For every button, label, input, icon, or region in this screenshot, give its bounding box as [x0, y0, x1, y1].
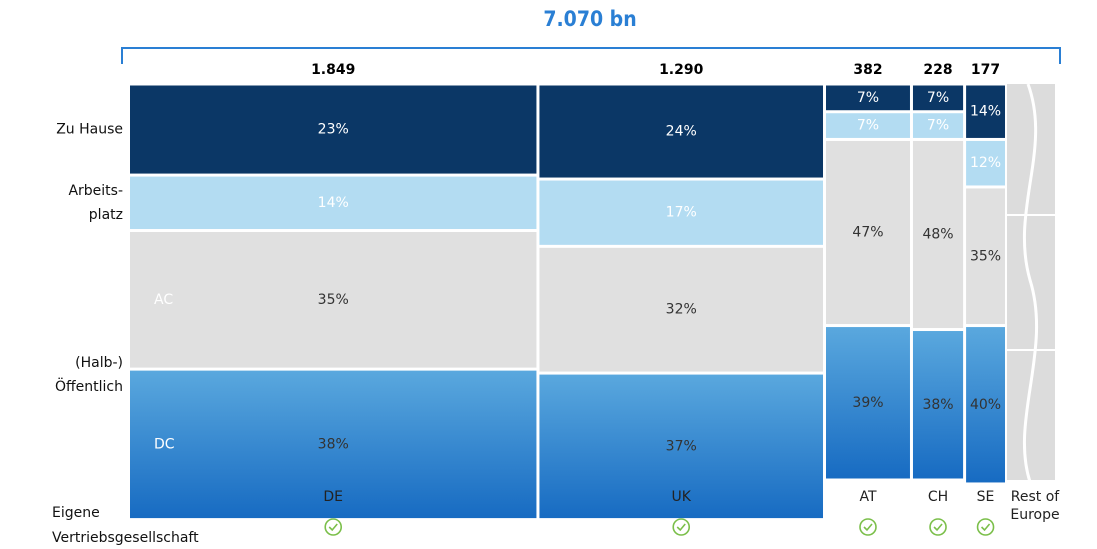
check-mark — [863, 523, 873, 532]
value-label: 23% — [318, 122, 349, 138]
segment — [912, 85, 964, 111]
segment — [130, 232, 537, 368]
value-label: 35% — [970, 248, 1001, 264]
value-label: 12% — [970, 155, 1001, 171]
segment — [912, 140, 964, 329]
segment — [966, 140, 1005, 186]
value-label: 7% — [857, 118, 879, 134]
value-label: 32% — [666, 302, 697, 318]
value-label: 40% — [970, 397, 1001, 413]
value-label: 39% — [852, 395, 883, 411]
segment — [539, 374, 824, 519]
segment — [539, 247, 824, 372]
segment — [912, 113, 964, 138]
segment — [130, 176, 537, 230]
row-label: Arbeits- — [68, 183, 123, 199]
value-label: 48% — [922, 226, 953, 242]
segment — [966, 188, 1005, 325]
category-label: AT — [859, 489, 877, 505]
category-label: CH — [927, 489, 949, 505]
segment — [826, 140, 910, 325]
check-icon — [929, 518, 947, 536]
series-label: DC — [154, 436, 175, 452]
segment — [826, 327, 910, 479]
segment — [539, 85, 824, 178]
check-circle — [324, 518, 343, 536]
value-label: 17% — [666, 205, 697, 221]
value-label: 14% — [318, 195, 349, 211]
row-label: (Halb-) — [75, 355, 123, 371]
check-icon — [859, 518, 877, 536]
width-label: 177 — [971, 62, 1000, 78]
value-label: 38% — [318, 436, 349, 452]
series-label: AC — [154, 292, 173, 308]
width-label: 228 — [923, 62, 952, 78]
value-label: 14% — [970, 104, 1001, 120]
value-label: 7% — [927, 118, 949, 134]
value-label: 24% — [666, 124, 697, 140]
segment — [912, 331, 964, 479]
check-mark — [328, 523, 338, 532]
segment — [966, 85, 1005, 138]
segment — [539, 180, 824, 245]
segment — [826, 113, 910, 138]
check-mark — [933, 523, 943, 532]
check-icon — [976, 518, 995, 536]
width-label: 1.290 — [659, 62, 704, 78]
value-label: 37% — [666, 438, 697, 454]
subsidiary-label: Vertriebsgesellschaft — [52, 530, 199, 546]
check-icon — [324, 518, 343, 536]
rest-column — [1007, 83, 1055, 483]
value-label: 38% — [922, 397, 953, 413]
total-bracket — [121, 47, 1061, 64]
row-label: platz — [89, 207, 123, 223]
segment — [130, 370, 537, 519]
segment — [130, 85, 537, 174]
break-wave — [1022, 83, 1039, 483]
check-circle — [929, 518, 947, 536]
category-label: Rest of Europe — [1010, 489, 1060, 523]
category-label: DE — [323, 489, 344, 505]
value-label: 35% — [318, 292, 349, 308]
value-label: 7% — [927, 90, 949, 106]
subsidiary-label: Eigene — [52, 505, 100, 521]
width-label: 382 — [853, 62, 882, 78]
check-mark — [676, 523, 686, 532]
row-label: Öffentlich — [55, 377, 123, 395]
check-circle — [672, 518, 691, 536]
category-label: SE — [976, 489, 995, 505]
check-mark — [980, 523, 991, 532]
category-label: UK — [671, 489, 691, 505]
segment — [966, 327, 1005, 483]
value-label: 47% — [852, 225, 883, 241]
segment — [826, 85, 910, 111]
row-label: Zu Hause — [56, 122, 123, 138]
check-circle — [976, 518, 995, 536]
check-icon — [672, 518, 691, 536]
check-circle — [859, 518, 877, 536]
width-label: 1.849 — [311, 62, 355, 78]
value-label: 7% — [857, 90, 879, 106]
chart-title: 7.070 bn — [543, 7, 636, 31]
